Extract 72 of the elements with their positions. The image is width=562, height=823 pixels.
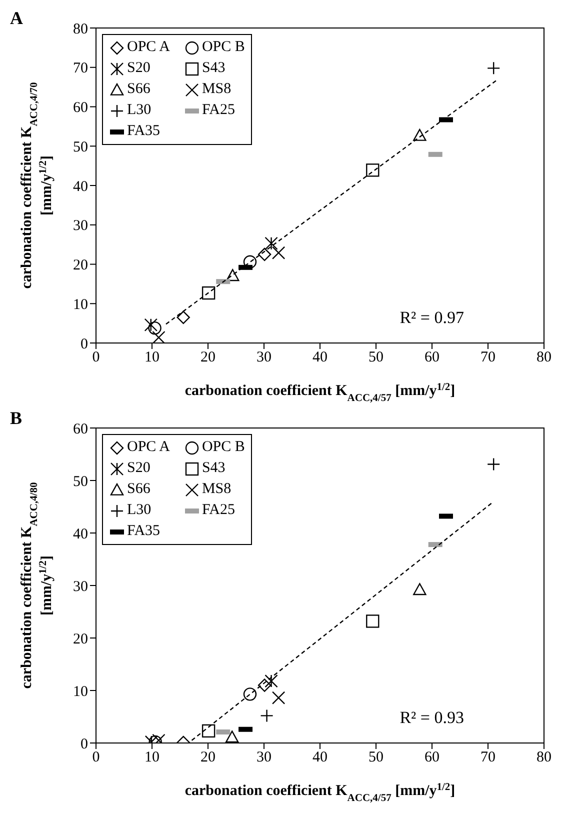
x-tick-label: 50: [368, 750, 384, 766]
y-tick-label: 20: [73, 258, 88, 274]
x-tick-label: 60: [424, 350, 440, 366]
legend-label: FA35: [127, 522, 160, 541]
legend-label: S66: [127, 480, 150, 499]
x-tick-label: 80: [536, 750, 552, 766]
x-tick-label: 30: [256, 750, 272, 766]
point: [202, 286, 216, 300]
x-tick-label: 60: [424, 750, 440, 766]
legend-label: S66: [127, 80, 150, 99]
y-tick-label: 50: [73, 139, 88, 156]
x-tick-label: 50: [368, 350, 384, 366]
point: [202, 724, 216, 738]
x-tick-label: 80: [536, 350, 552, 366]
point: [226, 269, 240, 282]
point: [413, 128, 426, 141]
point: [413, 583, 426, 596]
point: [258, 248, 272, 262]
point: [264, 674, 278, 688]
x-tick-label: 20: [200, 350, 216, 366]
x-tick-label: 10: [144, 350, 160, 366]
legend-label: S20: [127, 459, 150, 478]
y-tick-label: 10: [73, 296, 88, 313]
y-tick-label: 0: [80, 736, 88, 752]
point: [366, 164, 380, 177]
x-tick-label: 0: [92, 750, 100, 766]
legend-label: L30: [127, 501, 152, 520]
legend-label: MS8: [202, 80, 232, 99]
y-tick-label: 30: [73, 578, 88, 595]
x-tick-label: 70: [480, 350, 496, 366]
legend-label: S43: [202, 59, 226, 78]
x-tick-label: 70: [480, 750, 496, 766]
y-tick-label: 60: [73, 421, 88, 438]
legend-label: OPC A: [127, 438, 170, 457]
y-tick-label: 40: [73, 526, 88, 542]
y-tick-label: 0: [80, 336, 88, 352]
x-tick-label: 30: [256, 350, 272, 366]
legend-label: FA35: [127, 122, 160, 141]
legend-label: L30: [127, 101, 152, 120]
point: [272, 691, 286, 704]
legend-label: MS8: [202, 480, 232, 499]
legend-label: OPC B: [202, 38, 245, 57]
x-tick-label: 20: [200, 750, 216, 766]
point: [366, 614, 380, 628]
y-tick-label: 10: [73, 684, 88, 700]
x-tick-label: 40: [312, 350, 328, 366]
legend-label: OPC A: [127, 38, 170, 57]
annotation: R² = 0.97: [400, 308, 464, 327]
legend-label: S20: [127, 59, 150, 78]
point: [243, 688, 257, 701]
x-axis-title: carbonation coefficient K$_{ACC,4/57}$ [mm/y$^{1/2}$]: [184, 782, 456, 804]
point: [176, 310, 190, 324]
y-tick-label: 60: [73, 100, 88, 116]
y-tick-label: 80: [73, 21, 88, 38]
legend-label: FA25: [202, 101, 235, 120]
y-tick-label: 30: [73, 218, 88, 234]
x-tick-label: 10: [144, 750, 160, 766]
legend-label: OPC B: [202, 438, 245, 457]
x-tick-label: 40: [312, 750, 328, 766]
annotation: R² = 0.93: [400, 708, 464, 727]
x-tick-label: 0: [92, 350, 100, 366]
x-axis-title: carbonation coefficient K$_{ACC,4/57}$ [mm/y$^{1/2}$]: [184, 382, 456, 404]
chart-title: A: [10, 8, 23, 29]
y-tick-label: 40: [73, 178, 88, 195]
chart-title: B: [10, 408, 22, 429]
y-tick-label: 20: [73, 631, 88, 648]
point: [225, 730, 239, 743]
y-tick-label: 70: [73, 60, 88, 77]
point: [148, 321, 162, 335]
legend-label: FA25: [202, 501, 235, 520]
y-tick-label: 50: [73, 474, 88, 490]
legend-label: S43: [202, 459, 226, 478]
